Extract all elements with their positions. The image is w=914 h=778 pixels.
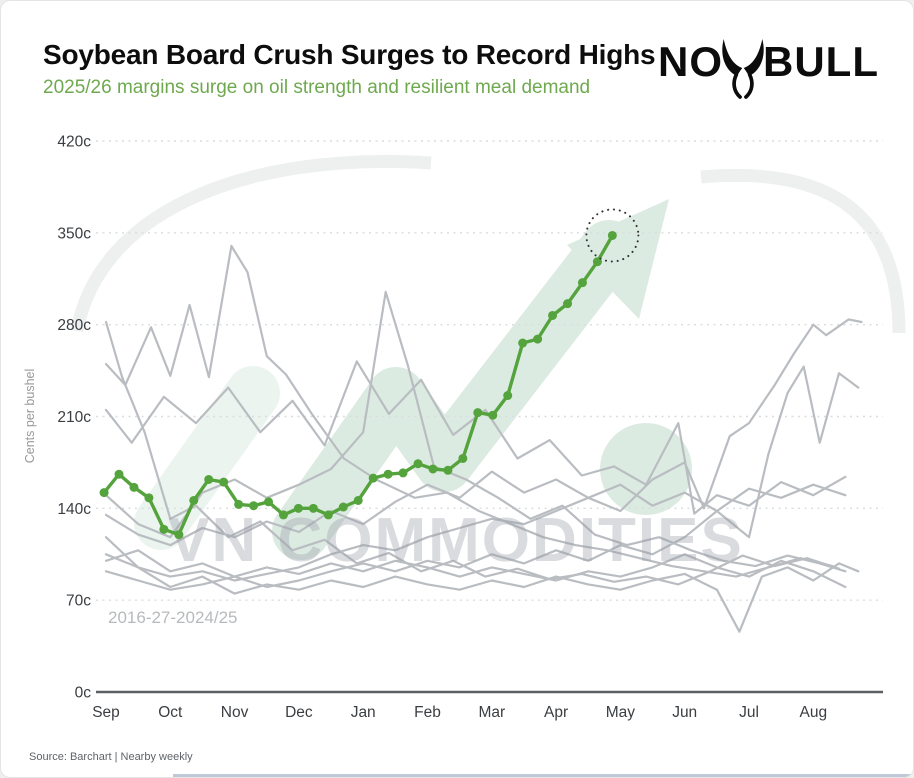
y-tick-label: 210c xyxy=(57,409,91,426)
x-tick-label: Mar xyxy=(478,704,505,721)
brand-word-no: NO xyxy=(658,38,724,85)
chart-subtitle: 2025/26 margins surge on oil strength an… xyxy=(43,77,591,98)
highlight-series-point xyxy=(503,391,513,401)
context-series-polyline xyxy=(104,360,847,515)
y-tick-label: 350c xyxy=(57,225,91,242)
x-tick-label: Aug xyxy=(800,704,828,721)
x-tick-label: Jan xyxy=(351,704,376,721)
highlight-series-point xyxy=(458,453,468,463)
highlight-series-point xyxy=(159,524,169,534)
highlight-series-point xyxy=(443,465,453,475)
highlight-series-line xyxy=(99,230,617,540)
highlight-series-point xyxy=(368,473,378,483)
x-tick-label: May xyxy=(606,704,636,721)
highlight-series-point xyxy=(592,257,602,267)
y-tick-label: 280c xyxy=(57,317,91,334)
brand-logo: NO BULL xyxy=(658,33,879,99)
context-series-polyline xyxy=(104,549,847,589)
highlight-series-point xyxy=(383,469,393,479)
y-axis-title: Cents per bushel xyxy=(23,369,37,464)
highlight-series-point xyxy=(174,530,184,540)
context-series-label: 2016-27-2024/25 xyxy=(108,608,238,627)
context-series-polyline xyxy=(104,320,841,586)
y-axis-tick-labels: 0c 70c 140c 210c 280c 350c 420c xyxy=(57,134,91,702)
y-tick-label: 70c xyxy=(66,593,91,610)
x-tick-label: Jul xyxy=(739,704,759,721)
highlight-series-point xyxy=(473,408,483,418)
highlight-series-point xyxy=(293,503,303,513)
record-high-annotation xyxy=(585,208,640,263)
highlight-series-point xyxy=(144,493,154,503)
highlight-series-point xyxy=(189,495,199,505)
trend-bar-watermark xyxy=(134,366,280,550)
highlight-series-point xyxy=(563,299,573,309)
context-series-polyline xyxy=(104,470,847,547)
highlight-series-point xyxy=(204,474,214,484)
bottom-accent-bar xyxy=(173,774,913,777)
y-tick-label: 420c xyxy=(57,134,91,151)
highlight-series-point xyxy=(219,477,229,487)
x-tick-label: Feb xyxy=(414,704,441,721)
highlight-series-point xyxy=(323,510,333,520)
page-title: Soybean Board Crush Surges to Record Hig… xyxy=(43,39,656,70)
x-tick-label: Jun xyxy=(672,704,697,721)
highlight-series-point xyxy=(398,468,408,478)
highlight-series-point xyxy=(413,459,423,469)
y-tick-label: 140c xyxy=(57,501,91,518)
x-tick-label: Oct xyxy=(158,704,183,721)
trend-arrow-watermark xyxy=(272,220,638,560)
watermark-text: VN COMMODITIES xyxy=(168,506,744,575)
highlight-series-point xyxy=(428,464,438,474)
highlight-series-point xyxy=(488,410,498,420)
record-high-circle xyxy=(585,208,640,263)
x-tick-label: Dec xyxy=(285,704,313,721)
horn-watermark-right xyxy=(700,168,906,334)
dot-watermark xyxy=(600,423,692,515)
highlight-series-point xyxy=(577,278,587,288)
highlight-series-point xyxy=(338,502,348,512)
context-series-polyline xyxy=(104,536,860,633)
highlight-series-point xyxy=(353,495,363,505)
x-axis-tick-labels: Sep Oct Nov Dec Jan Feb Mar Apr May Jun Jul Aug xyxy=(92,704,827,721)
brand-word-bull: BULL xyxy=(763,38,879,85)
horn-watermark-left xyxy=(70,154,432,333)
gridlines xyxy=(96,140,883,601)
highlight-series-point xyxy=(278,510,288,520)
background-watermarks xyxy=(70,154,906,560)
bull-horns-icon xyxy=(722,39,764,99)
context-series-lines xyxy=(104,244,863,633)
highlight-series-point xyxy=(129,482,139,492)
source-note: Source: Barchart | Nearby weekly xyxy=(29,751,193,763)
context-series-polyline xyxy=(104,290,847,573)
highlight-series-point xyxy=(308,503,318,513)
x-tick-label: Sep xyxy=(92,704,120,721)
highlight-series-point xyxy=(234,499,244,509)
highlight-series-point xyxy=(533,334,543,344)
highlight-series-point xyxy=(548,310,558,320)
highlight-series-point xyxy=(99,488,109,498)
x-tick-label: Apr xyxy=(544,704,568,721)
highlight-series-point xyxy=(114,469,124,479)
context-series-polyline xyxy=(104,244,834,578)
y-tick-label: 0c xyxy=(75,685,92,702)
trend-arrow-head-watermark xyxy=(567,199,669,319)
highlight-series-point xyxy=(518,338,528,348)
context-series-polyline xyxy=(104,365,860,591)
highlight-series-point xyxy=(607,230,617,240)
highlight-series-point xyxy=(264,497,274,507)
highlight-series-point xyxy=(249,501,259,511)
x-tick-label: Nov xyxy=(221,704,249,721)
context-series-polyline xyxy=(104,318,863,582)
